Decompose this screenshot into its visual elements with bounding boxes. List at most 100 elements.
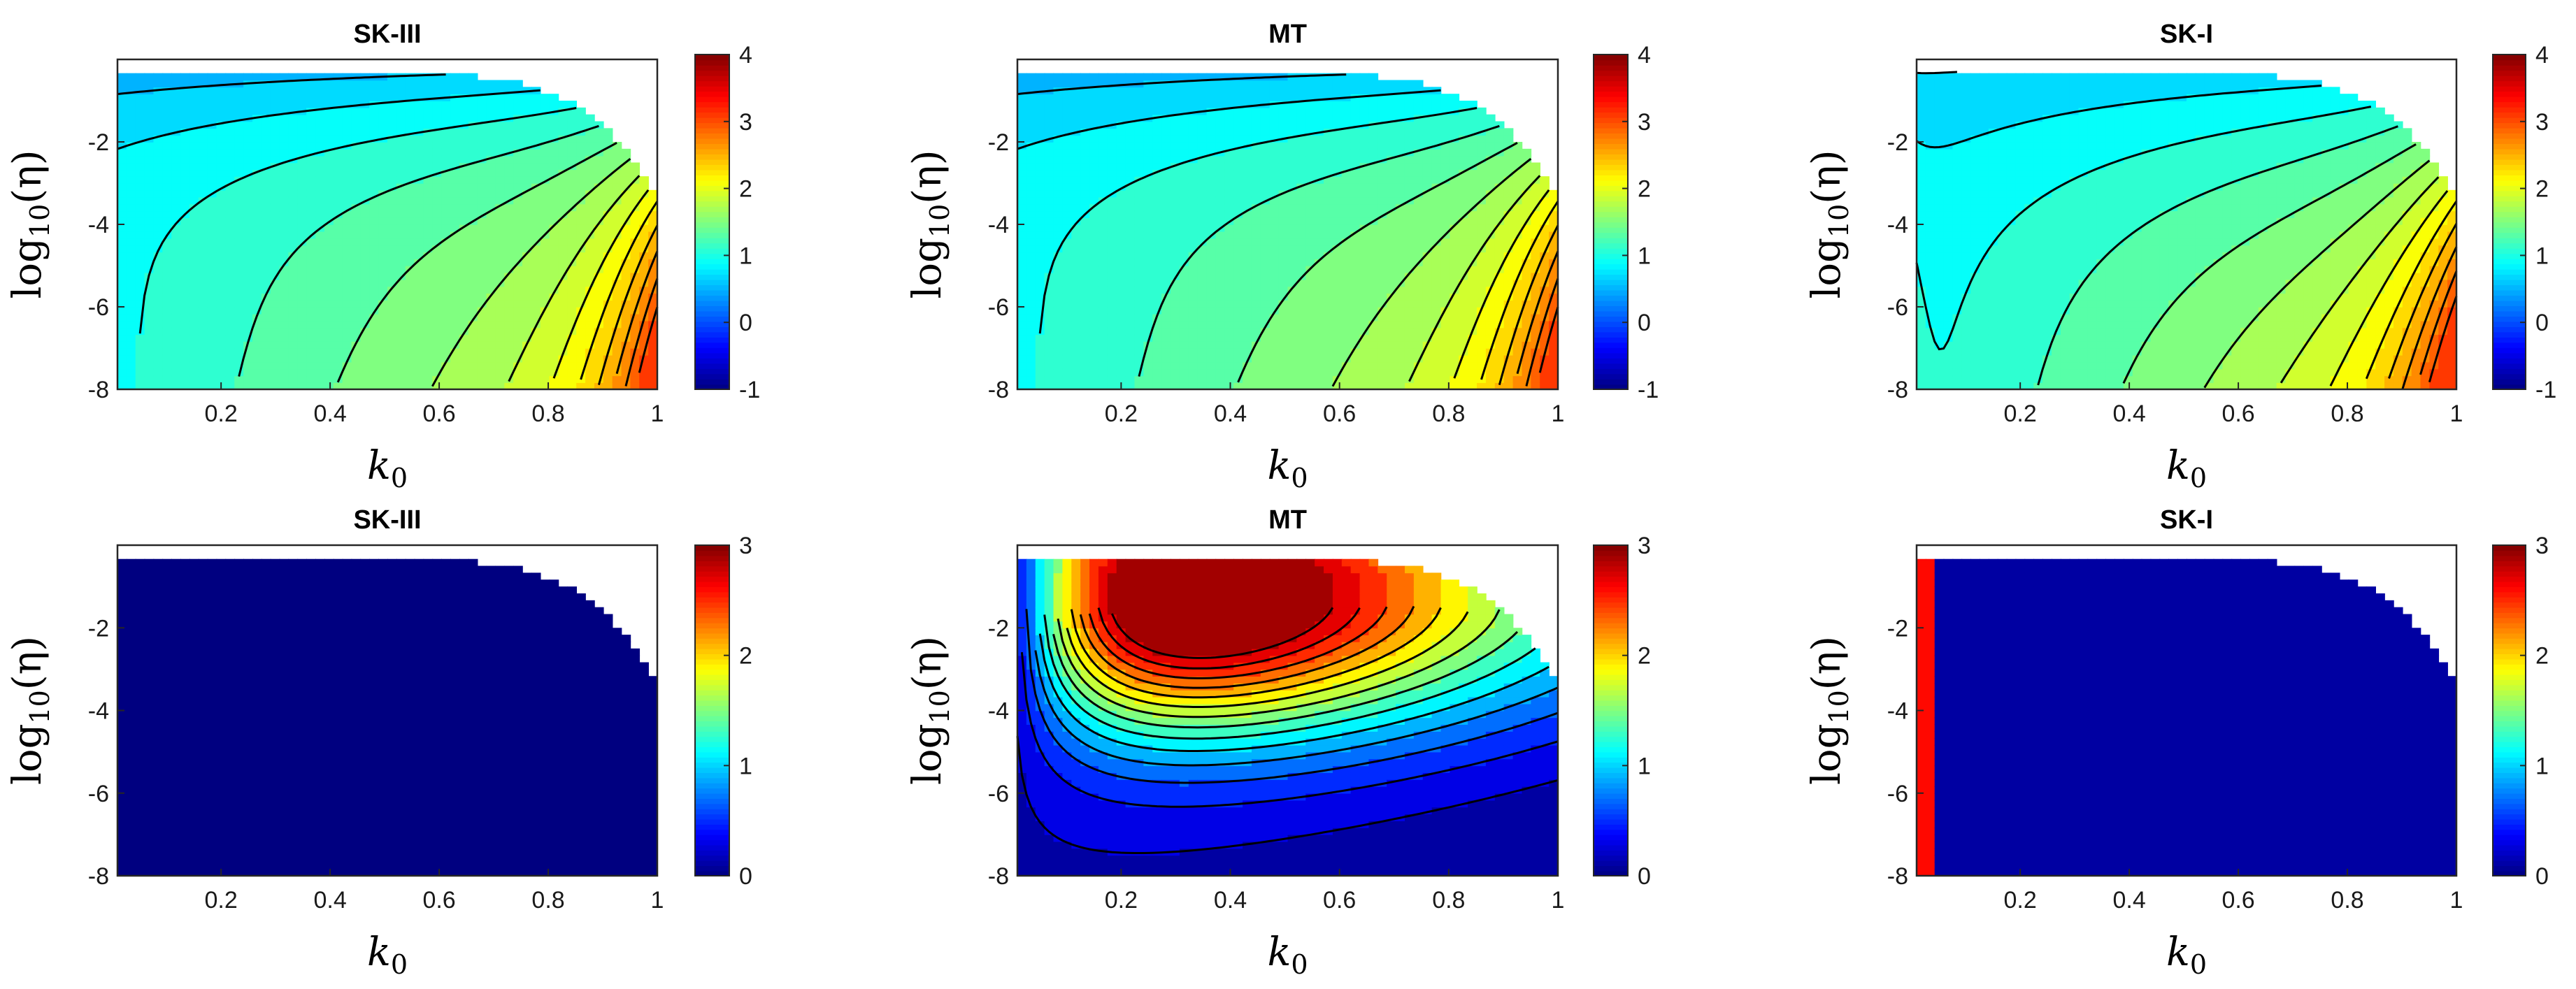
heatmap-cell bbox=[162, 368, 172, 377]
heatmap-cell bbox=[1315, 114, 1324, 122]
heatmap-cell bbox=[1080, 101, 1090, 108]
heatmap-cell bbox=[180, 368, 190, 377]
heatmap-cell bbox=[162, 162, 172, 171]
heatmap-cell bbox=[558, 286, 568, 294]
heatmap-cell bbox=[1098, 114, 1108, 122]
heatmap-cell bbox=[144, 210, 155, 218]
heatmap-cell bbox=[144, 348, 155, 356]
heatmap-cell bbox=[1296, 252, 1307, 259]
heatmap-cell bbox=[279, 142, 289, 150]
heatmap-cell bbox=[225, 148, 236, 157]
heatmap-cell bbox=[387, 107, 397, 115]
heatmap-cell bbox=[621, 272, 631, 280]
heatmap-cell bbox=[1305, 169, 1315, 177]
heatmap-cell bbox=[1350, 307, 1361, 315]
heatmap-cell bbox=[342, 183, 352, 191]
heatmap-cell bbox=[297, 203, 307, 212]
heatmap-cell bbox=[1278, 259, 1289, 266]
heatmap-cell bbox=[1215, 382, 1226, 390]
heatmap-cell bbox=[297, 224, 307, 232]
heatmap-cell bbox=[234, 155, 244, 164]
heatmap-cell bbox=[423, 375, 434, 383]
heatmap-cell bbox=[1315, 183, 1324, 191]
heatmap-cell bbox=[603, 341, 613, 349]
heatmap-cell bbox=[396, 210, 406, 218]
heatmap-cell bbox=[1224, 94, 1234, 101]
heatmap-cell bbox=[1431, 293, 1442, 301]
colorbar-segment bbox=[695, 363, 729, 369]
heatmap-cell bbox=[441, 101, 451, 108]
heatmap-cell bbox=[1134, 169, 1145, 177]
heatmap-cell bbox=[1035, 286, 1045, 294]
heatmap-cell bbox=[468, 73, 478, 81]
heatmap-cell bbox=[1188, 196, 1198, 205]
heatmap-cell bbox=[1071, 121, 1081, 129]
heatmap-cell bbox=[1125, 266, 1136, 273]
heatmap-cell bbox=[315, 238, 325, 246]
heatmap-cell bbox=[351, 203, 362, 212]
heatmap-cell bbox=[144, 94, 155, 101]
heatmap-cell bbox=[1026, 135, 1036, 143]
heatmap-cell bbox=[459, 196, 469, 205]
heatmap-cell bbox=[504, 169, 514, 177]
heatmap-cell bbox=[558, 382, 568, 390]
heatmap-cell bbox=[468, 348, 478, 356]
heatmap-cell bbox=[198, 80, 208, 88]
heatmap-cell bbox=[234, 196, 244, 205]
heatmap-cell bbox=[360, 259, 371, 266]
heatmap-cell bbox=[486, 307, 496, 315]
heatmap-cell bbox=[1017, 155, 1027, 164]
colorbar-segment bbox=[695, 368, 729, 375]
heatmap-cell bbox=[270, 320, 280, 329]
heatmap-cell bbox=[1359, 196, 1370, 205]
heatmap-cell bbox=[1206, 327, 1217, 335]
heatmap-cell bbox=[1233, 293, 1243, 301]
heatmap-cell bbox=[567, 293, 577, 301]
heatmap-cell bbox=[1315, 94, 1324, 101]
heatmap-cell bbox=[1206, 121, 1217, 129]
heatmap-cell bbox=[1161, 341, 1171, 349]
heatmap-cell bbox=[1161, 73, 1171, 81]
heatmap-cell bbox=[1215, 183, 1226, 191]
heatmap-cell bbox=[135, 224, 145, 232]
contour-line bbox=[431, 158, 631, 387]
heatmap-cell bbox=[1062, 224, 1073, 232]
heatmap-cell bbox=[1278, 368, 1289, 377]
heatmap-cell bbox=[1215, 354, 1226, 363]
heatmap-cell bbox=[585, 334, 595, 342]
heatmap-cell bbox=[1071, 135, 1081, 143]
heatmap-cell bbox=[360, 320, 371, 329]
heatmap-cell bbox=[1251, 189, 1261, 198]
heatmap-cell bbox=[1044, 293, 1054, 301]
heatmap-cell bbox=[450, 368, 460, 377]
heatmap-cell bbox=[1134, 189, 1145, 198]
heatmap-cell bbox=[135, 155, 145, 164]
heatmap-cell bbox=[1071, 368, 1081, 377]
heatmap-cell bbox=[441, 107, 451, 115]
heatmap-cell bbox=[1341, 169, 1352, 177]
heatmap-cell bbox=[387, 94, 397, 101]
heatmap-cell bbox=[1332, 334, 1343, 342]
heatmap-cell bbox=[1413, 245, 1424, 253]
heatmap-cell bbox=[1378, 128, 1388, 136]
heatmap-cell bbox=[1378, 382, 1388, 390]
heatmap-cell bbox=[549, 217, 559, 225]
heatmap-cell bbox=[126, 80, 136, 88]
heatmap-cell bbox=[1134, 286, 1145, 294]
heatmap-cell bbox=[1017, 80, 1027, 88]
heatmap-cell bbox=[126, 196, 136, 205]
heatmap-cell bbox=[360, 114, 371, 122]
heatmap-cell bbox=[1251, 142, 1261, 150]
heatmap-cell bbox=[1134, 245, 1145, 253]
heatmap-cell bbox=[477, 128, 487, 136]
heatmap-cell bbox=[270, 107, 280, 115]
heatmap-cell bbox=[1368, 293, 1379, 301]
heatmap-cell bbox=[333, 189, 343, 198]
heatmap-cell bbox=[477, 238, 487, 246]
heatmap-cell bbox=[351, 279, 362, 287]
heatmap-cell bbox=[1315, 210, 1324, 218]
heatmap-cell bbox=[1404, 217, 1415, 225]
heatmap-cell bbox=[1287, 217, 1298, 225]
heatmap-cell bbox=[1287, 286, 1298, 294]
heatmap-cell bbox=[621, 203, 631, 212]
